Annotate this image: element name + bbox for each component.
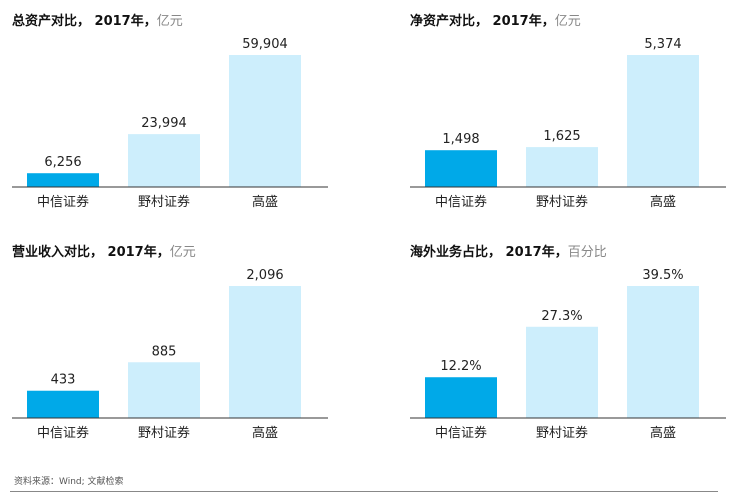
bar-0 — [27, 390, 99, 418]
chart-title-text: 净资产对比， 2017年， — [410, 14, 555, 29]
data-label: 59,904 — [242, 37, 288, 52]
data-label: 12.2% — [440, 359, 481, 374]
category-label: 中信证券 — [37, 425, 89, 441]
data-label: 1,625 — [543, 129, 580, 144]
bar-1 — [526, 326, 598, 418]
chart-title: 海外业务占比， 2017年，百分比 — [410, 241, 607, 260]
chart-unit: 百分比 — [567, 245, 607, 260]
category-label: 高盛 — [252, 194, 278, 210]
data-label: 2,096 — [246, 268, 283, 283]
chart-unit: 亿元 — [156, 14, 183, 29]
bar-1 — [526, 147, 598, 187]
category-label: 中信证券 — [435, 425, 487, 441]
source-note: 资料来源：Wind; 文献检索 — [14, 477, 124, 487]
chart-panel-net-assets: 净资产对比， 2017年，亿元 1,498 中信证券 1,625 野村证券 5,374 高… — [410, 10, 737, 225]
category-label: 高盛 — [650, 425, 676, 441]
bar-chart-net-assets: 1,498 中信证券 1,625 野村证券 5,374 高盛 — [410, 37, 726, 210]
bar-chart-revenue: 433 中信证券 885 野村证券 2,096 高盛 — [12, 268, 328, 441]
chart-title: 净资产对比， 2017年，亿元 — [410, 10, 581, 29]
bar-chart-total-assets: 6,256 中信证券 23,994 野村证券 59,904 高盛 — [12, 37, 328, 210]
chart-title-text: 总资产对比， 2017年， — [12, 14, 157, 29]
data-label: 1,498 — [442, 132, 479, 147]
chart-panel-overseas-share: 海外业务占比， 2017年，百分比 12.2% 中信证券 27.3% 野村证券 39.5… — [410, 241, 737, 456]
chart-title-text: 海外业务占比， 2017年， — [410, 245, 568, 260]
category-label: 中信证券 — [435, 194, 487, 210]
bar-0 — [425, 150, 497, 187]
category-label: 野村证券 — [536, 194, 588, 210]
bar-2 — [627, 55, 699, 187]
chart-panel-total-assets: 总资产对比， 2017年，亿元 6,256 中信证券 23,994 野村证券 59,90… — [12, 10, 342, 225]
chart-title-text: 营业收入对比， 2017年， — [12, 245, 170, 260]
data-label: 885 — [152, 344, 177, 359]
data-label: 5,374 — [644, 37, 681, 52]
data-label: 27.3% — [541, 309, 582, 324]
data-label: 6,256 — [44, 155, 81, 170]
category-label: 中信证券 — [37, 194, 89, 210]
category-label: 野村证券 — [138, 425, 190, 441]
bar-0 — [425, 377, 497, 418]
chart-unit: 亿元 — [554, 14, 581, 29]
category-label: 野村证券 — [138, 194, 190, 210]
footer-divider — [10, 491, 718, 492]
chart-title: 营业收入对比， 2017年，亿元 — [12, 241, 196, 260]
bar-2 — [627, 286, 699, 418]
chart-title: 总资产对比， 2017年，亿元 — [12, 10, 183, 29]
bar-1 — [128, 134, 200, 187]
data-label: 23,994 — [141, 116, 187, 131]
bar-0 — [27, 173, 99, 187]
bar-2 — [229, 55, 301, 187]
chart-unit: 亿元 — [169, 245, 196, 260]
category-label: 野村证券 — [536, 425, 588, 441]
bar-chart-overseas-share: 12.2% 中信证券 27.3% 野村证券 39.5% 高盛 — [410, 268, 726, 441]
bar-2 — [229, 286, 301, 418]
data-label: 433 — [51, 373, 76, 388]
data-label: 39.5% — [642, 268, 683, 283]
chart-panel-revenue: 营业收入对比， 2017年，亿元 433 中信证券 885 野村证券 2,096 高盛 — [12, 241, 342, 456]
category-label: 高盛 — [252, 425, 278, 441]
category-label: 高盛 — [650, 194, 676, 210]
bar-1 — [128, 362, 200, 418]
